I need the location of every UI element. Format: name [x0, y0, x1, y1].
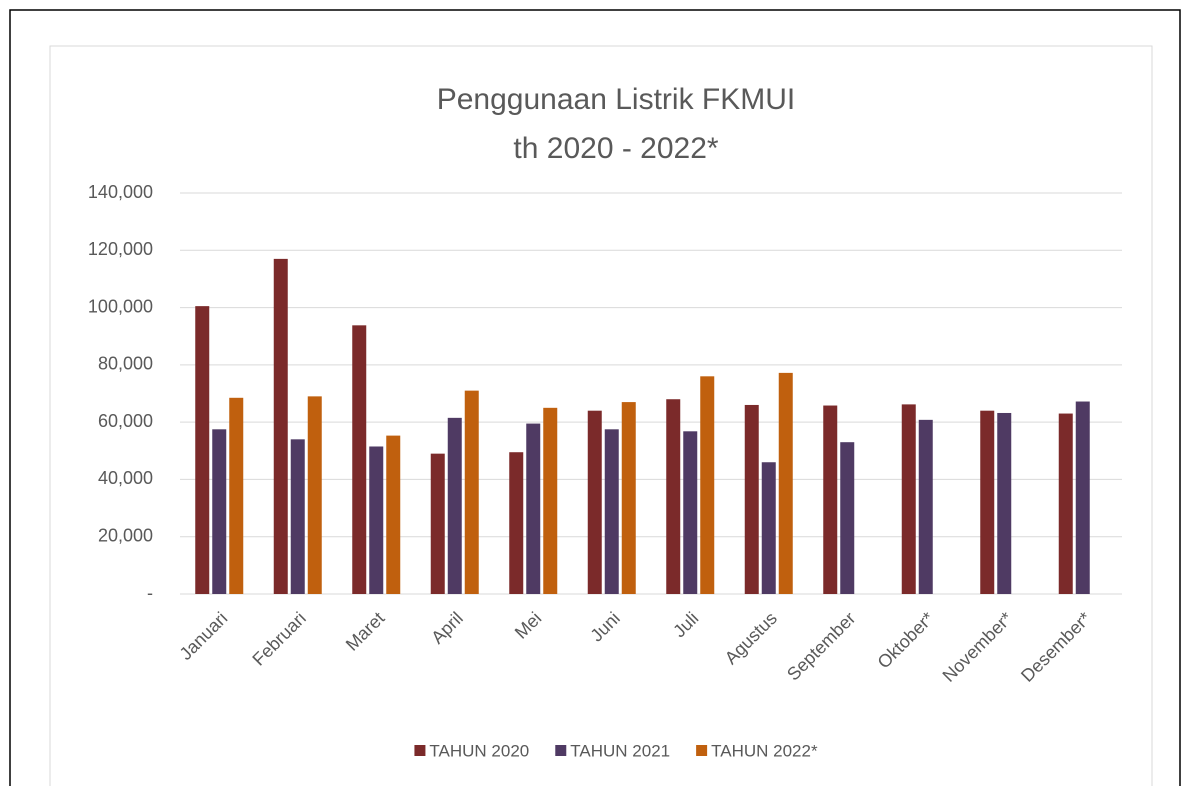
legend-label: TAHUN 2020 [429, 741, 529, 760]
bar [621, 402, 636, 594]
x-tick-label: Maret [342, 608, 389, 655]
chart-title: Penggunaan Listrik FKMUI [437, 83, 796, 116]
legend-swatch [555, 745, 567, 756]
x-tick-label: Agustus [721, 608, 781, 668]
x-tick-label: Desember* [1017, 608, 1095, 686]
bar [700, 376, 715, 594]
bar [369, 446, 384, 594]
chart-frame [49, 45, 1153, 786]
bar [997, 412, 1012, 594]
bar [273, 258, 288, 594]
x-tick-label: November* [939, 608, 1017, 686]
bar [587, 410, 602, 594]
x-tick-label: April [427, 608, 467, 648]
y-tick-label: - [147, 583, 153, 603]
bar [901, 404, 916, 594]
x-tick-label: Mei [511, 608, 546, 643]
y-tick-label: 100,000 [88, 296, 153, 316]
bar [212, 429, 227, 594]
y-tick-label: 40,000 [98, 468, 153, 488]
x-tick-label: Februari [248, 608, 310, 670]
bar [307, 396, 322, 594]
bar [386, 435, 401, 594]
bar [229, 397, 244, 594]
x-tick-label: Oktober* [874, 608, 938, 672]
y-tick-label: 80,000 [98, 354, 153, 374]
bar [195, 306, 210, 594]
bar [980, 410, 995, 594]
bar [823, 405, 838, 594]
bar [1075, 401, 1090, 594]
x-tick-label: September [783, 608, 859, 684]
bar [778, 372, 793, 594]
bar [430, 453, 445, 594]
bar [604, 429, 619, 594]
bar [761, 462, 776, 594]
bar [464, 390, 479, 594]
bar [918, 419, 933, 594]
bar [352, 325, 367, 594]
page-frame [9, 9, 1181, 786]
legend-label: TAHUN 2021 [570, 741, 670, 760]
y-tick-label: 140,000 [88, 182, 153, 202]
y-tick-label: 20,000 [98, 525, 153, 545]
bar [744, 404, 759, 594]
x-tick-label: Juni [586, 608, 623, 645]
bar [447, 417, 462, 594]
bar [840, 442, 855, 594]
x-tick-label: Juli [669, 608, 702, 641]
bar [290, 439, 305, 594]
legend-label: TAHUN 2022* [711, 741, 818, 760]
bar [543, 407, 558, 594]
legend-swatch [414, 745, 426, 756]
bar [666, 399, 681, 594]
bar [509, 452, 524, 594]
y-tick-label: 60,000 [98, 411, 153, 431]
x-tick-label: Januari [176, 608, 232, 664]
bar [683, 431, 698, 594]
legend-swatch [696, 745, 708, 756]
y-tick-label: 120,000 [88, 239, 153, 259]
bar [526, 423, 541, 594]
chart-title: th 2020 - 2022* [513, 132, 718, 165]
bar [1058, 413, 1073, 594]
